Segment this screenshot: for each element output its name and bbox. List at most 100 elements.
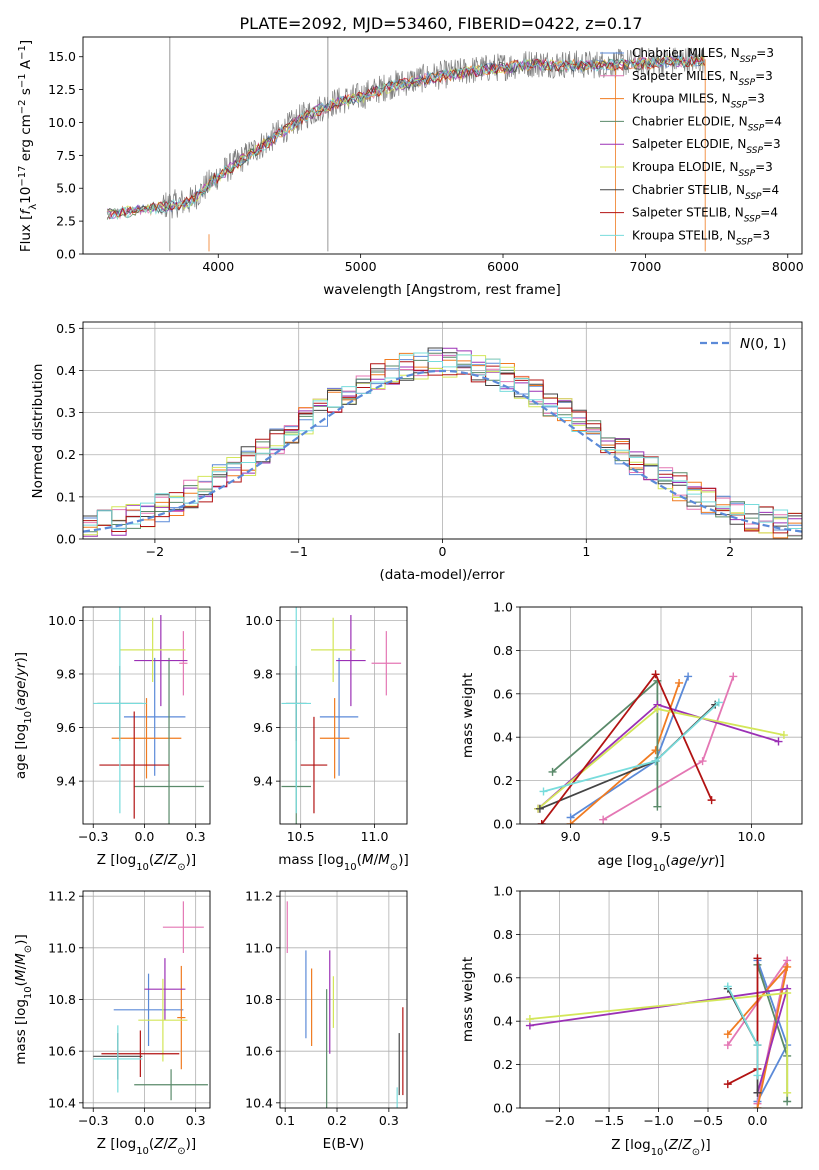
legend-label: Kroupa MILES, NSSP=3 (632, 92, 765, 111)
x-axis-label: Z [log10(Z/Z⊙)] (97, 852, 196, 873)
legend-label-sub: SSP (744, 215, 761, 225)
y-axis-label: Normed distribution (30, 364, 46, 499)
x-axis-label: age [log10(age/yr)] (597, 853, 724, 874)
label-part: −1 (17, 73, 28, 88)
label-part: ⊙ (23, 945, 34, 953)
label-part: E(B-V) (323, 1136, 365, 1152)
axes-frame (82, 606, 211, 825)
mass-weight-marker (675, 678, 684, 687)
axes-frame (519, 890, 803, 1109)
legend-label-sub: SSP (745, 192, 762, 202)
mass-weight-marker (753, 1088, 762, 1097)
model-spectrum-line (106, 54, 705, 221)
legend-label-base: Salpeter STELIB, N (632, 206, 744, 220)
label-part: )] (700, 1137, 711, 1153)
legend-label: N(0, 1) (740, 336, 786, 352)
x-tick-label: 0.0 (135, 1113, 155, 1128)
mass-weight-marker (684, 672, 693, 681)
axes-age-vs-Z: −0.3 0.0 0.39.49.69.810.0Z [log10(Z/Z⊙)]ag… (13, 606, 211, 873)
mass-weight-marker (535, 804, 544, 813)
label-part: ( (149, 852, 154, 868)
figure-title: PLATE=2092, MJD=53460, FIBERID=0422, z=0… (239, 14, 642, 33)
label-part: / (374, 852, 379, 868)
mass-weight-marker (537, 820, 546, 824)
label-part: Z (153, 1136, 164, 1152)
plot-area (93, 901, 208, 1101)
x-tick-label: 10.0 (737, 829, 765, 844)
label-part: Z [log (97, 1136, 136, 1152)
legend-label-tail: =3 (752, 228, 770, 242)
label-part: / (696, 853, 701, 869)
label-part: age [log (597, 853, 652, 869)
y-tick-label: 10.0 (245, 613, 273, 628)
mass-weight-marker (653, 802, 662, 811)
plot-area (525, 954, 792, 1108)
y-tick-label: 0.8 (493, 643, 513, 658)
y-tick-label: 0.3 (56, 405, 76, 420)
x-axis-label: E(B-V) (323, 1136, 365, 1152)
x-tick-label: 2 (726, 544, 734, 559)
y-tick-label: 15.0 (48, 49, 76, 64)
legend-label: Chabrier MILES, NSSP=3 (632, 46, 774, 65)
label-part: )] (13, 652, 29, 663)
mass-weight-marker (651, 670, 660, 679)
y-tick-label: 7.5 (56, 148, 76, 163)
y-axis-label: mass weight (460, 673, 476, 758)
y-axis-label: age [log10(age/yr)] (13, 652, 34, 779)
legend-label-base: Salpeter ELODIE, N (632, 137, 746, 151)
label-part: ] (18, 40, 34, 45)
label-part: 10 (18, 187, 34, 204)
legend-label-base: Kroupa STELIB, N (632, 228, 736, 242)
y-tick-label: 11.0 (245, 940, 273, 955)
legend-label: Chabrier STELIB, NSSP=4 (632, 183, 779, 202)
label-part: mass [log (13, 999, 29, 1065)
legend-label-tail: =4 (764, 114, 782, 128)
legend-label-tail: =3 (755, 69, 773, 83)
legend-label-tail: =3 (763, 137, 781, 151)
axes-frame (519, 606, 803, 825)
label-part: ⊙ (177, 1146, 185, 1157)
axes-mass-vs-Z: −0.3 0.0 0.310.410.610.811.011.2Z [log10(Z… (13, 889, 211, 1157)
label-part: erg cm (18, 114, 34, 165)
y-tick-label: 11.0 (48, 940, 76, 955)
plot-area (93, 607, 204, 824)
legend-label-sub: SSP (740, 55, 757, 65)
x-tick-label: −1 (289, 544, 307, 559)
label-part: 10 (136, 1146, 149, 1157)
y-tick-label: 0.4 (56, 363, 76, 378)
model-spectrum-line (107, 54, 705, 220)
y-tick-label: 9.4 (56, 774, 76, 789)
label-part: mass [log (278, 852, 344, 868)
y-tick-label: 0.2 (56, 447, 76, 462)
label-part: Z (167, 1136, 178, 1152)
x-tick-label: 0.3 (379, 1113, 399, 1128)
label-part: Z (167, 852, 178, 868)
x-tick-label: 0 (439, 544, 447, 559)
label-part: ( (665, 853, 670, 869)
label-part: )] (398, 852, 409, 868)
label-part: 10 (23, 711, 34, 724)
normal-curve (83, 369, 802, 533)
mass-weight-marker (783, 1088, 792, 1097)
mass-weight-marker (539, 787, 548, 796)
y-tick-label: 0.4 (493, 730, 513, 745)
legend-label-base: Chabrier ELODIE, N (632, 114, 748, 128)
label-part: (0, 1) (750, 336, 786, 352)
y-tick-label: 0.6 (493, 686, 513, 701)
legend-label: Salpeter STELIB, NSSP=4 (632, 206, 778, 225)
label-part: M (13, 969, 29, 981)
axes-frame (82, 890, 211, 1109)
label-part: age [log (13, 724, 29, 779)
y-tick-label: 2.5 (56, 214, 76, 229)
axes-residuals: −2 −1 0 1 2 0.0 0.1 0.2 0.3 0.4 0.5 N(0, 1) (data-mo… (30, 321, 803, 583)
residual-histogram (83, 361, 802, 534)
x-tick-label: 7000 (629, 259, 661, 274)
axes-frame (82, 36, 803, 255)
y-tick-label: 10.8 (245, 992, 273, 1007)
label-part: ⊙ (177, 862, 185, 873)
y-axis-label: mass [log10(M/M⊙)] (13, 934, 34, 1064)
y-tick-label: 10.4 (245, 1095, 273, 1110)
legend-label-base: Kroupa MILES, N (632, 92, 731, 106)
legend-label-base: Chabrier STELIB, N (632, 183, 745, 197)
label-part: ( (149, 1136, 154, 1152)
